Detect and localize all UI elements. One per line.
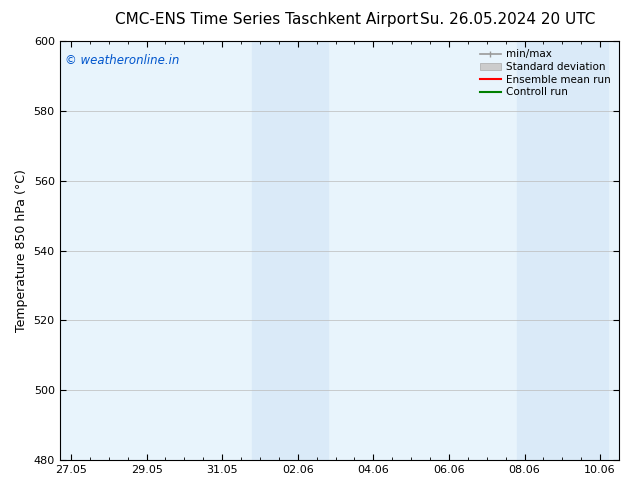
Legend: min/max, Standard deviation, Ensemble mean run, Controll run: min/max, Standard deviation, Ensemble me… — [477, 46, 614, 100]
Bar — [252, 41, 328, 460]
Text: CMC-ENS Time Series Taschkent Airport: CMC-ENS Time Series Taschkent Airport — [115, 12, 418, 27]
Bar — [517, 41, 607, 460]
Y-axis label: Temperature 850 hPa (°C): Temperature 850 hPa (°C) — [15, 169, 28, 332]
Text: © weatheronline.in: © weatheronline.in — [65, 53, 179, 67]
Text: Su. 26.05.2024 20 UTC: Su. 26.05.2024 20 UTC — [420, 12, 595, 27]
